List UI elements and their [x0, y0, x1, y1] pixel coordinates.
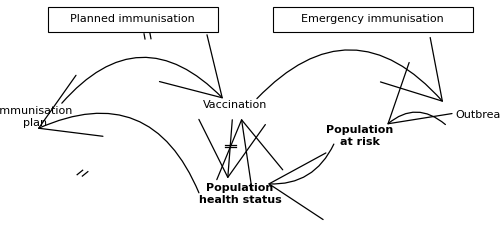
Text: Emergency immunisation: Emergency immunisation: [301, 14, 444, 24]
FancyBboxPatch shape: [272, 7, 472, 32]
Text: Population
at risk: Population at risk: [326, 125, 394, 146]
FancyArrowPatch shape: [199, 119, 266, 177]
FancyBboxPatch shape: [48, 7, 217, 32]
FancyArrowPatch shape: [38, 75, 199, 193]
FancyArrowPatch shape: [269, 144, 334, 219]
FancyArrowPatch shape: [62, 35, 222, 103]
Text: Immunisation
plan: Immunisation plan: [0, 106, 73, 128]
Text: Vaccination: Vaccination: [203, 100, 267, 110]
Text: Planned immunisation: Planned immunisation: [70, 14, 195, 24]
Text: Outbreak: Outbreak: [455, 110, 500, 120]
FancyArrowPatch shape: [257, 37, 442, 101]
Text: Population
health status: Population health status: [198, 183, 281, 205]
FancyArrowPatch shape: [217, 120, 282, 190]
FancyArrowPatch shape: [388, 62, 452, 124]
